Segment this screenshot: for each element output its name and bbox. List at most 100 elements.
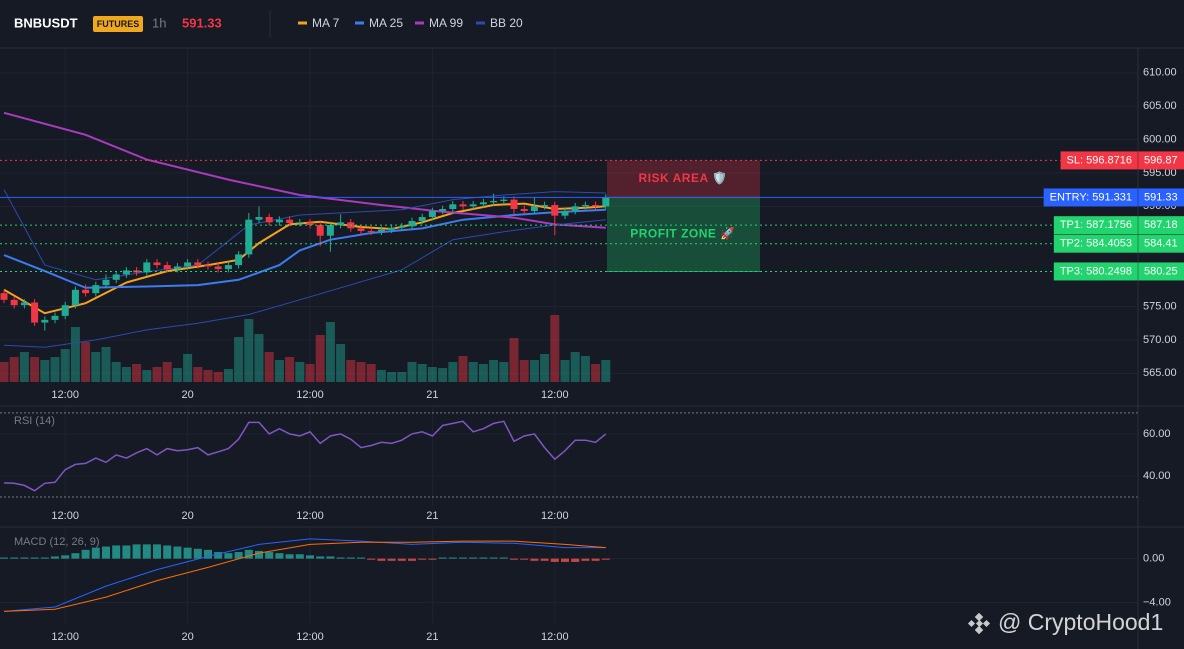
badge: FUTURES (97, 19, 140, 29)
level-value-label: 596.87 (1144, 154, 1178, 166)
histogram-bar (132, 544, 141, 559)
histogram-bar (10, 557, 19, 559)
histogram-bar (397, 558, 406, 561)
logo-part (974, 612, 984, 622)
candle-body (194, 262, 202, 266)
level-label: TP2: 584.4053 (1060, 238, 1132, 250)
volume-bar (234, 337, 244, 382)
level-label: TP3: 580.2498 (1060, 265, 1132, 277)
candle-body (224, 265, 232, 270)
candle-body (316, 225, 324, 236)
volume-bar (417, 364, 427, 382)
candle-body (61, 305, 69, 316)
candle-body (255, 217, 263, 220)
level-label-bg (1053, 234, 1184, 253)
histogram-bar (285, 554, 294, 559)
x-tick-label: 12:00 (296, 631, 324, 643)
candle-body (530, 206, 538, 211)
candle-body (31, 302, 39, 323)
ma-line (3, 111, 606, 229)
y-tick-label: 0.00 (1143, 553, 1164, 565)
level-value-label: 580.25 (1144, 265, 1178, 277)
watermark-logo (967, 612, 991, 635)
histogram-bar (346, 557, 355, 559)
candle-body (581, 204, 589, 207)
volume-bar (132, 364, 142, 382)
histogram-bar (81, 549, 90, 559)
histogram-bar (61, 555, 70, 559)
x-tick-label: 12:00 (296, 510, 324, 522)
volume-bar (81, 342, 91, 382)
x-tick-label: 21 (426, 510, 438, 522)
histogram-bar (91, 547, 100, 559)
histogram-bar (20, 557, 29, 559)
volume-bar (550, 315, 560, 382)
volume-bar (172, 368, 182, 382)
level-label-bg (1053, 216, 1184, 235)
histogram-bar (163, 545, 172, 559)
histogram-bar (193, 548, 202, 559)
histogram-bar (183, 547, 192, 559)
zone (607, 160, 760, 198)
logo-part (974, 625, 984, 635)
level-value-label: 591.33 (1144, 191, 1178, 203)
candle-body (602, 197, 610, 207)
candle-body (490, 200, 498, 203)
volume-bar (60, 349, 70, 382)
volume-bar (91, 352, 101, 382)
y-tick-label: 605.00 (1143, 100, 1177, 112)
candle-body (367, 231, 375, 233)
volume-bar (448, 362, 458, 382)
volume-bar (121, 367, 131, 382)
volume-bar (356, 362, 366, 382)
volume-bar (254, 334, 264, 382)
level-label-bg (1060, 151, 1184, 170)
volume-bar (529, 360, 539, 382)
candle-body (377, 229, 385, 232)
histogram-bar (499, 557, 508, 559)
histogram-bar (428, 558, 437, 560)
candle-body (388, 227, 396, 230)
volume-bar (580, 356, 590, 382)
legend-label: MA 7 (312, 16, 340, 30)
candle-body (326, 225, 334, 236)
histogram-bar (377, 558, 386, 561)
histogram-bar (581, 558, 590, 561)
histogram-bar (234, 552, 243, 559)
candle-body (71, 289, 79, 306)
candle-body (92, 285, 100, 294)
histogram-bar (540, 558, 549, 561)
histogram-bar (51, 556, 59, 559)
candle-body (571, 206, 579, 211)
pane-title: RSI (14) (14, 415, 55, 427)
y-tick-label: 565.00 (1143, 367, 1177, 379)
volume-bar (142, 370, 152, 382)
legend-label: BB 20 (490, 16, 523, 30)
band-upper (3, 189, 606, 281)
level-label-bg (1043, 188, 1184, 207)
histogram-bar (316, 556, 325, 559)
volume-bar (183, 354, 193, 382)
macd-line (3, 540, 606, 612)
candle-body (520, 208, 528, 211)
volume-bar (203, 370, 213, 382)
candle-body (459, 204, 467, 207)
candle-body (214, 266, 222, 270)
histogram-bar (224, 553, 233, 559)
x-tick-label: 12:00 (51, 510, 79, 522)
candle-body (469, 204, 477, 207)
level-value-label: 587.18 (1144, 219, 1178, 231)
volume-bar (366, 364, 376, 382)
candle-body (357, 228, 365, 232)
candle-body (479, 202, 487, 205)
volume-bar (387, 372, 397, 382)
x-tick-label: 12:00 (541, 389, 569, 401)
histogram-bar (550, 558, 559, 562)
volume-bar (111, 362, 121, 382)
histogram-bar (448, 557, 457, 559)
histogram-bar (122, 545, 131, 559)
candle-body (337, 222, 345, 226)
histogram-bar (601, 558, 610, 560)
candle-body (296, 222, 304, 224)
histogram-bar (204, 549, 212, 559)
